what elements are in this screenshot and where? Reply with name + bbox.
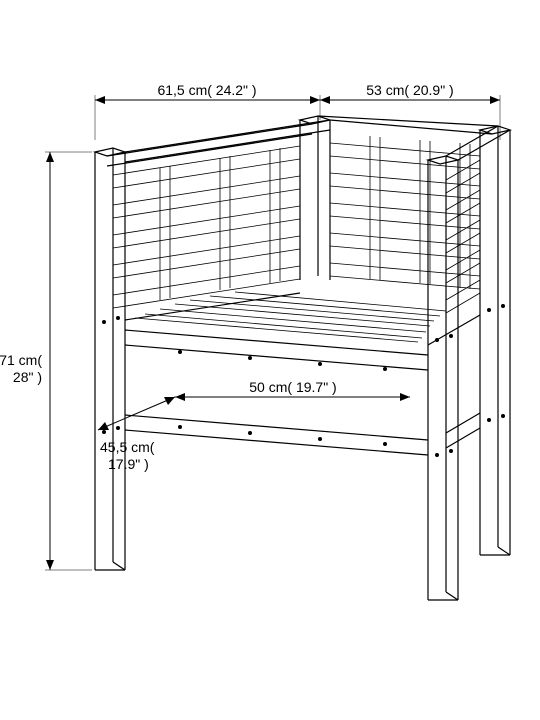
left-verticals [160, 148, 280, 300]
dim-seat-width-label: 50 cm( 19.7" ) [249, 379, 336, 395]
seat-frame [125, 292, 480, 370]
dim-width: 61,5 cm( 24.2" ) [95, 82, 320, 140]
dim-height: 71 cm( 28" ) [0, 152, 92, 570]
right-slats [446, 160, 480, 313]
dim-width-label: 61,5 cm( 24.2" ) [157, 82, 256, 98]
dim-depth: 53 cm( 20.9" ) [320, 82, 500, 140]
leg-back-left [300, 116, 330, 280]
dim-seat-depth: 45,5 cm( 17.9" ) [98, 397, 175, 472]
dim-seat-depth-label-a: 45,5 cm( [100, 439, 155, 455]
left-slats [113, 146, 300, 308]
dim-seat-depth-label-b: 17.9" ) [108, 456, 149, 472]
dim-seat-width: 50 cm( 19.7" ) [175, 379, 410, 401]
dim-height-label-a: 71 cm( [0, 352, 42, 368]
dim-height-label-b: 28" ) [13, 369, 42, 385]
top-frame [107, 116, 510, 166]
leg-front-left [95, 148, 125, 570]
leg-front-right [428, 156, 458, 600]
dim-depth-label: 53 cm( 20.9" ) [366, 82, 453, 98]
leg-back-right [480, 126, 510, 555]
chair-drawing [95, 116, 510, 600]
technical-drawing: 61,5 cm( 24.2" ) 53 cm( 20.9" ) 71 cm( 2… [0, 0, 540, 720]
lower-apron [125, 350, 480, 455]
